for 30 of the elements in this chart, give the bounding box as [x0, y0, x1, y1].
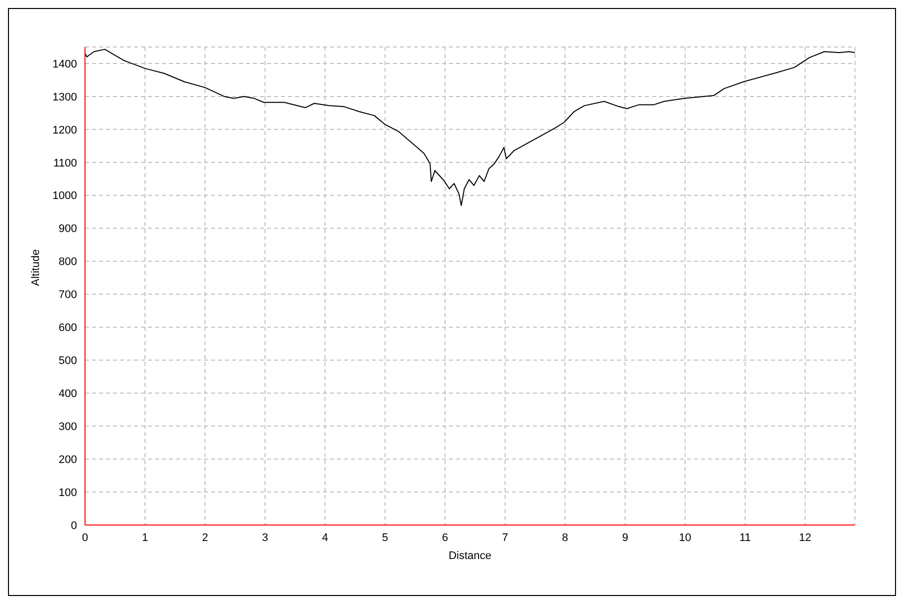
x-axis-title: Distance	[448, 550, 492, 562]
y-tick-label: 300	[58, 421, 77, 434]
y-tick-label: 700	[58, 289, 77, 302]
x-tick-label: 5	[382, 532, 388, 544]
x-tick-label: 0	[82, 532, 88, 544]
y-axis-title: Altitude	[30, 249, 42, 286]
x-tick-label: 7	[502, 532, 508, 544]
y-tick-label: 1400	[52, 58, 77, 70]
y-tick-label: 800	[58, 256, 77, 268]
x-tick-label: 2	[202, 532, 208, 544]
y-tick-label: 100	[58, 486, 77, 499]
y-tick-label: 600	[58, 322, 77, 334]
x-tick-label: 10	[679, 532, 692, 544]
y-tick-label: 900	[58, 223, 77, 236]
x-tick-label: 6	[442, 532, 448, 544]
y-tick-label: 1200	[52, 124, 77, 136]
x-tick-label: 11	[739, 532, 751, 544]
x-tick-label: 4	[322, 532, 328, 544]
y-tick-label: 400	[58, 388, 77, 400]
y-tick-label: 1000	[52, 190, 77, 202]
y-tick-label: 500	[58, 355, 77, 368]
x-tick-label: 8	[562, 532, 568, 544]
y-tick-label: 0	[70, 520, 77, 532]
y-tick-label: 1100	[53, 157, 77, 170]
y-tick-label: 1300	[52, 91, 77, 104]
y-tick-label: 200	[58, 454, 77, 466]
x-tick-label: 3	[262, 532, 268, 544]
x-tick-label: 12	[799, 532, 812, 544]
x-tick-label: 9	[622, 532, 628, 544]
x-tick-label: 1	[142, 532, 148, 544]
